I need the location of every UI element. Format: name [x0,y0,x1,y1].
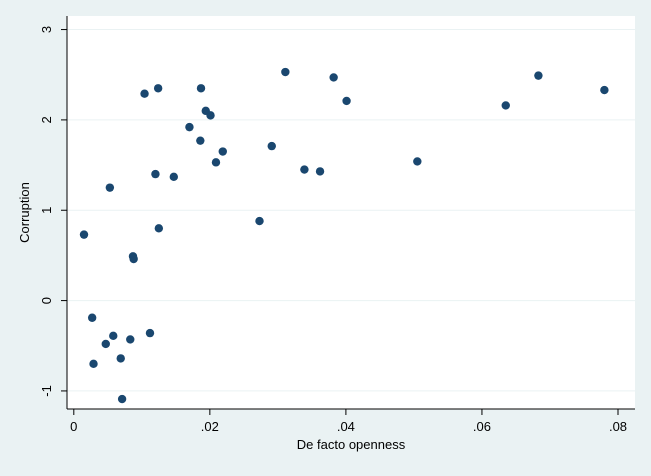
data-point [109,331,118,341]
data-point [140,89,149,98]
data-point [342,96,351,106]
plot-area [67,16,635,409]
data-point [501,101,510,110]
data-point [126,335,135,344]
data-point [169,172,178,182]
data-point [300,165,309,174]
data-point [105,183,115,192]
data-point [218,147,227,156]
y-tick-label: 3 [39,26,54,33]
x-tick-label: .08 [609,419,627,434]
y-axis-title: Corruption [17,182,32,243]
y-tick-label: -1 [39,385,54,397]
data-points [79,67,609,404]
data-point [267,141,276,151]
data-point [185,122,194,132]
y-tick-label: 1 [39,207,54,214]
data-point [89,359,98,369]
x-tick-label: 0 [70,419,77,434]
data-point [600,85,609,95]
gridlines [67,29,635,392]
x-tick-label: .02 [201,419,219,434]
data-point [196,84,206,93]
y-tick-label: 2 [39,116,54,123]
data-point [281,67,290,77]
data-point [79,230,89,239]
x-tick-label: .06 [473,419,491,434]
data-point [413,157,422,166]
data-point [315,167,325,176]
x-tick-label: .04 [337,419,355,434]
data-point [196,136,205,145]
data-point [145,328,155,338]
y-axis: -1 0 1 2 3 [39,16,68,409]
data-point [211,158,221,167]
data-point [255,216,264,226]
data-point [154,224,164,233]
y-tick-label: 0 [39,297,54,304]
data-point [206,111,215,120]
data-point [116,354,125,363]
x-axis: 0 .02 .04 .06 .08 [67,408,635,434]
data-point [153,84,163,93]
data-point [117,394,127,404]
data-point [129,254,138,264]
x-axis-title: De facto openness [297,437,406,452]
data-point [329,73,338,82]
data-point [101,339,110,349]
data-point [151,169,160,179]
data-point [534,71,543,80]
data-point [87,313,97,322]
